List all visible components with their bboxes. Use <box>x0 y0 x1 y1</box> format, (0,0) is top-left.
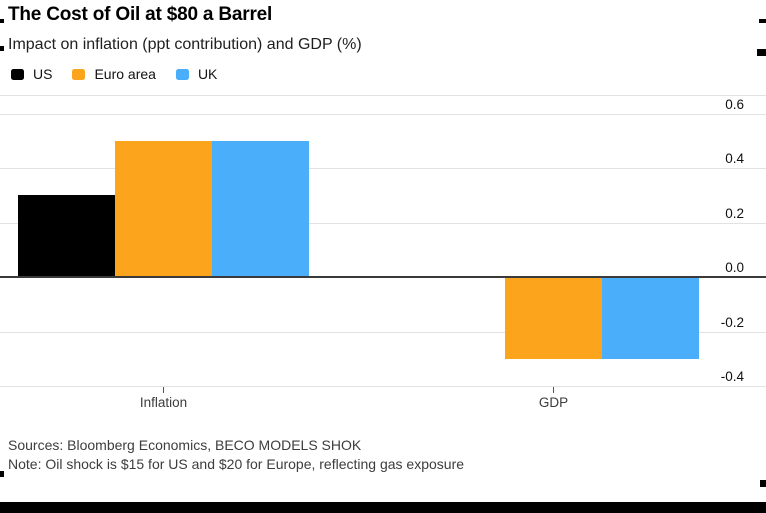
x-axis-tick <box>553 387 554 393</box>
y-axis-tick-label: 0.4 <box>725 151 744 166</box>
legend-item-euro-area: Euro area <box>72 66 156 82</box>
y-axis-tick-label: 0.2 <box>725 206 744 221</box>
legend-label: UK <box>197 66 218 82</box>
crop-artifact <box>0 46 4 51</box>
gridline <box>0 223 766 224</box>
bar-uk-gdp <box>602 277 699 359</box>
crop-artifact <box>760 480 766 487</box>
gridline <box>0 386 766 387</box>
legend: US Euro area UK <box>11 66 237 82</box>
legend-label: Euro area <box>94 66 156 82</box>
x-axis-label-gdp: GDP <box>538 395 569 410</box>
legend-swatch-uk <box>175 68 189 80</box>
gridline <box>0 332 766 333</box>
legend-swatch-euro-area <box>72 68 86 80</box>
gridline <box>0 114 766 115</box>
legend-label: US <box>33 66 53 82</box>
chart-title: The Cost of Oil at $80 a Barrel <box>8 4 273 25</box>
bar-uk-inflation <box>212 140 309 277</box>
legend-item-uk: UK <box>175 66 218 82</box>
bottom-black-bar <box>0 502 766 513</box>
chart-subtitle: Impact on inflation (ppt contribution) a… <box>8 36 362 53</box>
crop-artifact <box>0 471 4 477</box>
legend-item-us: US <box>11 66 52 82</box>
crop-artifact <box>0 19 4 23</box>
legend-swatch-us <box>11 68 24 80</box>
zero-line <box>0 276 766 278</box>
y-axis-tick-label: 0.6 <box>725 97 744 112</box>
bar-euro-area-inflation <box>115 140 212 277</box>
note-line: Note: Oil shock is $15 for US and $20 fo… <box>8 456 465 472</box>
crop-artifact <box>757 49 766 56</box>
y-axis-tick-label: -0.4 <box>720 369 744 384</box>
sources-line: Sources: Bloomberg Economics, BECO MODEL… <box>8 437 362 453</box>
y-axis-tick-label: 0.0 <box>725 260 744 275</box>
x-axis-label-inflation: Inflation <box>139 395 188 410</box>
x-axis-tick <box>163 387 164 393</box>
crop-artifact <box>759 19 766 23</box>
plot-top-gridline <box>0 95 766 96</box>
y-axis-tick-label: -0.2 <box>720 315 744 330</box>
bar-euro-area-gdp <box>505 277 602 359</box>
gridline <box>0 168 766 169</box>
footer: Sources: Bloomberg Economics, BECO MODEL… <box>8 436 464 474</box>
bar-us-inflation <box>18 195 115 277</box>
